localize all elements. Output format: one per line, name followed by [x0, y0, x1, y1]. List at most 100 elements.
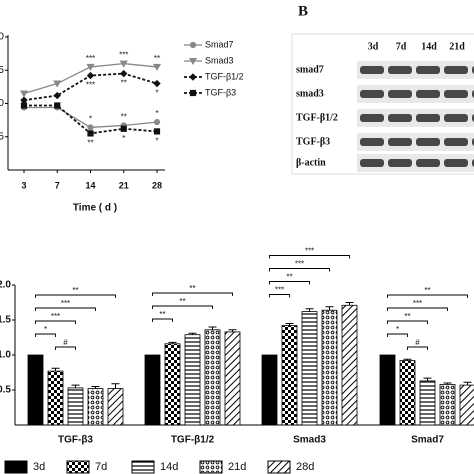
significance-label: **	[121, 113, 127, 122]
blot-band	[444, 138, 468, 146]
significance-bracket	[55, 346, 76, 350]
blot-strip	[357, 154, 474, 172]
data-point	[153, 79, 161, 88]
significance-label: #	[63, 338, 68, 347]
legend-swatch	[199, 460, 223, 474]
y-tick-label: 1.0	[0, 98, 4, 109]
error-bar	[208, 326, 217, 330]
significance-label: **	[159, 310, 165, 319]
row-label: smad7	[296, 64, 324, 75]
bar	[439, 383, 456, 426]
bar	[301, 311, 318, 426]
y-tick-label: 0.5	[0, 385, 11, 396]
bar	[67, 387, 84, 426]
blot-band	[360, 159, 384, 167]
significance-label: **	[179, 297, 185, 306]
significance-bracket	[387, 333, 408, 337]
significance-bracket	[152, 292, 233, 296]
x-tick-label: Smad7	[411, 435, 444, 446]
lane-label: 14d	[421, 41, 437, 52]
bar	[261, 354, 278, 426]
bar	[341, 304, 358, 426]
error-bar	[403, 358, 412, 361]
bar	[224, 331, 241, 426]
data-point	[86, 63, 95, 71]
significance-label: #	[415, 338, 420, 347]
data-point	[120, 69, 128, 78]
y-tick-label: 1.5	[0, 65, 4, 76]
data-point	[20, 102, 28, 109]
y-tick-label: 2.0	[0, 32, 4, 43]
legend-label: 14d	[160, 461, 178, 473]
blot-band	[360, 138, 384, 146]
significance-label: *	[89, 115, 92, 124]
blot-band	[388, 159, 412, 167]
significance-label: ***	[275, 286, 284, 295]
significance-label: ***	[119, 51, 128, 60]
legend-label: Smad7	[205, 39, 234, 49]
significance-label: ***	[413, 299, 422, 308]
significance-label: **	[154, 54, 160, 63]
bar	[87, 388, 104, 426]
lane-label: 7d	[396, 41, 407, 52]
bar	[164, 343, 181, 426]
bar	[321, 309, 338, 426]
blot-band	[360, 66, 384, 74]
significance-bracket	[407, 346, 428, 350]
legend-swatch	[66, 460, 90, 474]
row-label: smad3	[296, 88, 324, 99]
significance-label: *	[155, 137, 158, 146]
bar	[204, 329, 221, 426]
y-tick-label: 1.5	[0, 315, 11, 326]
blot-band	[444, 114, 468, 122]
error-bar	[228, 329, 237, 332]
significance-bracket	[269, 294, 290, 298]
significance-label: **	[404, 312, 410, 321]
legend-label: TGF-β1/2	[205, 71, 244, 81]
legend-label: 7d	[95, 461, 107, 473]
significance-bracket	[269, 281, 310, 285]
significance-label: ***	[86, 81, 95, 90]
significance-label: **	[189, 284, 195, 293]
x-tick-label: TGF-β1/2	[171, 435, 215, 446]
data-point	[53, 91, 61, 100]
y-tick-label: 0.5	[0, 131, 4, 142]
y-tick-label: 1.0	[0, 350, 11, 361]
bar	[184, 334, 201, 426]
data-point	[53, 80, 62, 88]
bar	[459, 384, 474, 426]
row-label: β-actin	[296, 157, 326, 168]
error-bar	[91, 386, 100, 389]
data-point	[87, 124, 94, 131]
error-bar	[111, 383, 120, 389]
data-point	[86, 71, 95, 80]
blot-band	[388, 114, 412, 122]
significance-bracket	[35, 333, 56, 337]
significance-label: *	[155, 109, 158, 118]
significance-bracket	[269, 255, 350, 259]
bar	[281, 325, 298, 426]
blot-frame	[291, 33, 474, 175]
significance-label: *	[122, 134, 125, 143]
blot-band	[416, 66, 440, 74]
legend-label: Smad3	[205, 55, 234, 65]
data-point	[87, 130, 94, 137]
significance-bracket	[35, 320, 76, 324]
significance-label: **	[286, 273, 292, 282]
blot-band	[360, 90, 384, 98]
x-tick-label: TGF-β3	[58, 435, 93, 446]
error-bar	[188, 332, 197, 335]
blot-strip	[357, 109, 474, 127]
blot-band	[360, 114, 384, 122]
legend-swatch	[267, 460, 291, 474]
legend-marker	[189, 41, 197, 49]
x-tick-label: 3	[21, 180, 26, 190]
data-point	[54, 102, 61, 109]
blot-strip	[357, 61, 474, 79]
bar	[419, 380, 436, 426]
legend-swatch	[4, 460, 28, 474]
bar	[399, 360, 416, 426]
western-blot: B 3d 7d 14d 21d smad7 smad3 TGF-β1/2 TGF-β3 β-ac…	[291, 3, 474, 175]
